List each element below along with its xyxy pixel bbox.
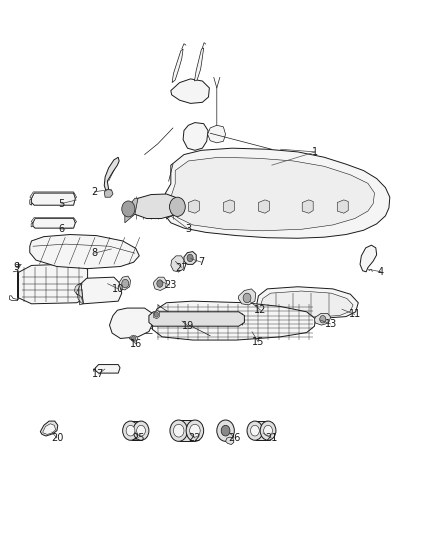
- Text: 5: 5: [58, 199, 64, 208]
- Text: 11: 11: [349, 310, 361, 319]
- Polygon shape: [163, 148, 390, 238]
- Circle shape: [173, 424, 184, 437]
- Circle shape: [123, 421, 138, 440]
- Circle shape: [157, 280, 163, 287]
- Text: 8: 8: [91, 248, 97, 258]
- Polygon shape: [40, 421, 58, 436]
- Polygon shape: [81, 277, 122, 304]
- Text: 25: 25: [132, 433, 145, 443]
- Polygon shape: [78, 284, 83, 305]
- Circle shape: [122, 201, 135, 217]
- Polygon shape: [95, 365, 120, 373]
- Text: 6: 6: [58, 224, 64, 234]
- Polygon shape: [179, 420, 195, 441]
- Circle shape: [251, 425, 259, 436]
- Circle shape: [126, 425, 135, 436]
- Polygon shape: [131, 421, 141, 440]
- Text: 1: 1: [312, 147, 318, 157]
- Text: 16: 16: [130, 339, 142, 349]
- Polygon shape: [152, 301, 315, 340]
- Circle shape: [243, 293, 251, 303]
- Text: 7: 7: [198, 257, 205, 267]
- Polygon shape: [184, 252, 196, 264]
- Circle shape: [133, 421, 149, 440]
- Polygon shape: [171, 256, 184, 272]
- Text: 9: 9: [14, 262, 20, 271]
- Circle shape: [122, 279, 129, 288]
- Polygon shape: [104, 189, 113, 197]
- Polygon shape: [129, 336, 138, 341]
- Polygon shape: [360, 245, 377, 272]
- Text: 20: 20: [51, 433, 63, 443]
- Polygon shape: [183, 123, 208, 150]
- Polygon shape: [31, 223, 33, 227]
- Circle shape: [137, 425, 145, 436]
- Polygon shape: [110, 308, 153, 338]
- Polygon shape: [153, 277, 166, 290]
- Polygon shape: [257, 287, 358, 319]
- Polygon shape: [33, 219, 75, 228]
- Polygon shape: [258, 200, 269, 213]
- Circle shape: [131, 336, 136, 341]
- Polygon shape: [314, 313, 331, 325]
- Text: 12: 12: [254, 305, 267, 315]
- Circle shape: [260, 421, 276, 440]
- Text: 22: 22: [189, 433, 201, 443]
- Polygon shape: [31, 217, 77, 223]
- Circle shape: [154, 312, 159, 317]
- Circle shape: [170, 420, 187, 441]
- Polygon shape: [43, 424, 56, 434]
- Polygon shape: [30, 192, 77, 198]
- Polygon shape: [188, 200, 199, 213]
- Polygon shape: [172, 49, 183, 83]
- Text: 23: 23: [164, 280, 176, 290]
- Circle shape: [186, 420, 204, 441]
- Polygon shape: [32, 193, 75, 205]
- Polygon shape: [104, 157, 119, 191]
- Polygon shape: [302, 200, 313, 213]
- Circle shape: [320, 316, 326, 323]
- Text: 3: 3: [185, 224, 191, 234]
- Polygon shape: [255, 421, 268, 440]
- Polygon shape: [171, 79, 209, 103]
- Text: 21: 21: [265, 433, 278, 443]
- Text: 26: 26: [228, 433, 240, 443]
- Text: 15: 15: [252, 337, 265, 347]
- Polygon shape: [261, 291, 353, 317]
- Text: 19: 19: [182, 321, 194, 331]
- Polygon shape: [171, 157, 374, 231]
- Polygon shape: [30, 235, 139, 269]
- Text: 13: 13: [325, 319, 337, 329]
- Polygon shape: [74, 284, 83, 304]
- Polygon shape: [337, 200, 348, 213]
- Polygon shape: [119, 276, 131, 290]
- Polygon shape: [149, 312, 244, 326]
- Circle shape: [187, 254, 193, 262]
- Polygon shape: [125, 198, 138, 223]
- Circle shape: [170, 197, 185, 216]
- Polygon shape: [30, 198, 32, 205]
- Polygon shape: [94, 368, 95, 372]
- Text: 17: 17: [92, 369, 105, 379]
- Polygon shape: [194, 48, 204, 81]
- Circle shape: [217, 420, 234, 441]
- Circle shape: [190, 424, 200, 437]
- Text: 4: 4: [378, 267, 384, 277]
- Text: 2: 2: [91, 187, 97, 197]
- Text: 27: 27: [176, 263, 188, 272]
- Polygon shape: [18, 264, 88, 304]
- Polygon shape: [238, 289, 256, 305]
- Circle shape: [221, 425, 230, 436]
- Polygon shape: [129, 194, 180, 219]
- Circle shape: [264, 425, 272, 436]
- Polygon shape: [208, 125, 226, 143]
- Polygon shape: [223, 200, 234, 213]
- Polygon shape: [226, 437, 234, 445]
- Circle shape: [247, 421, 263, 440]
- Polygon shape: [153, 310, 159, 319]
- Text: 10: 10: [112, 284, 124, 294]
